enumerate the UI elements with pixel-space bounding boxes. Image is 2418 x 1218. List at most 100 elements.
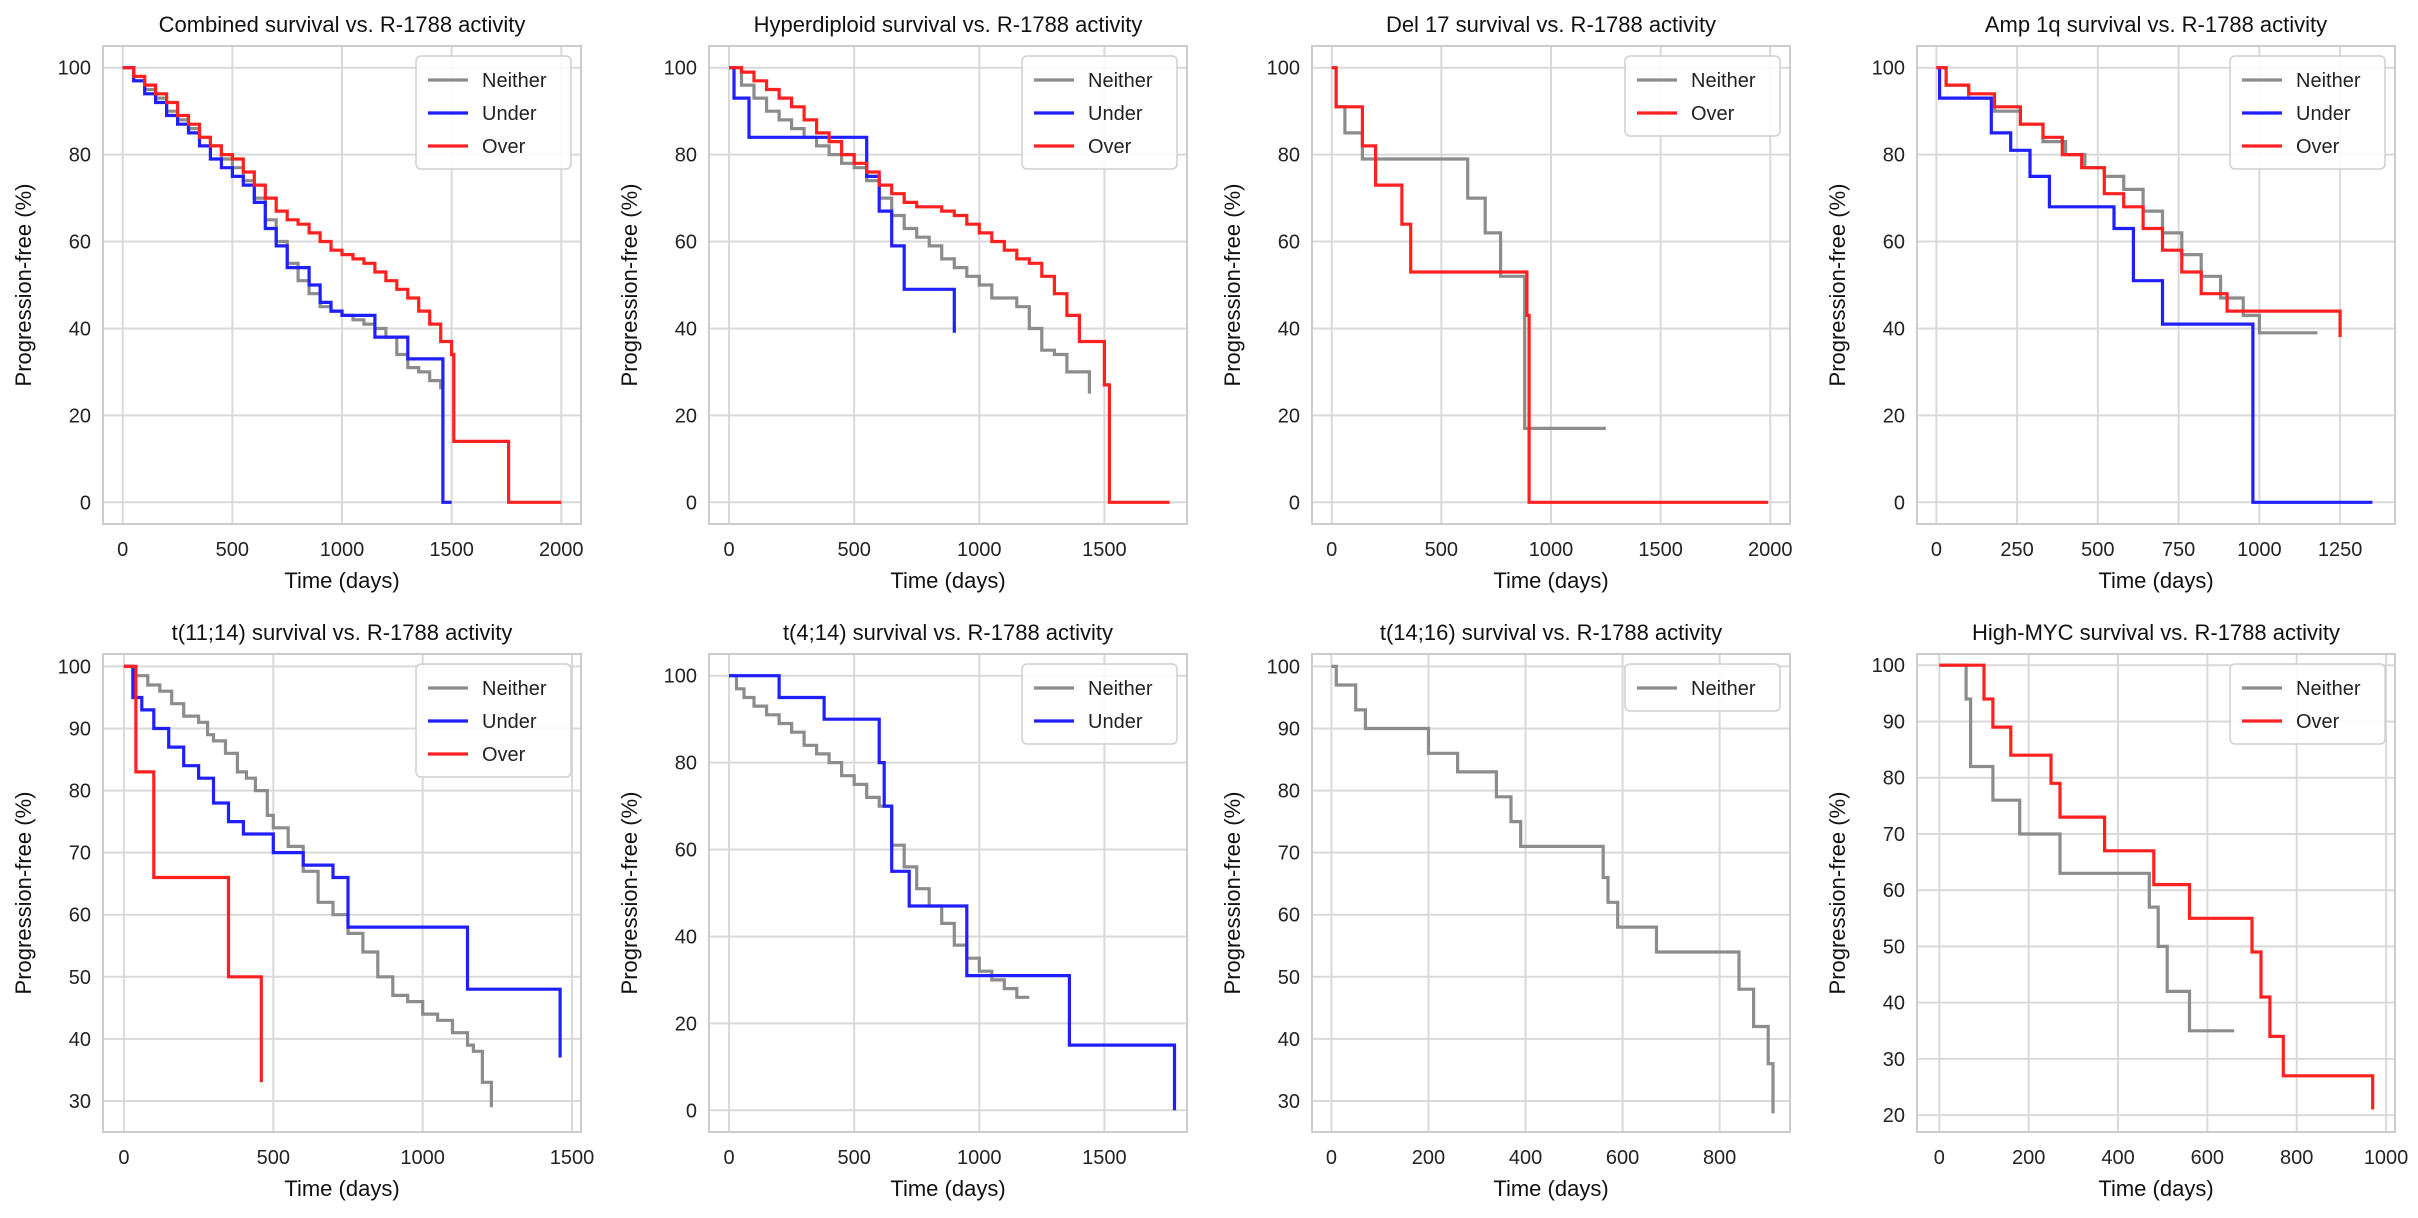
legend-label: Over [482, 136, 526, 158]
legend-label: Over [2296, 711, 2340, 733]
y-tick-label: 100 [58, 656, 91, 678]
x-tick-label: 2000 [1748, 539, 1793, 561]
y-tick-label: 0 [686, 492, 697, 514]
chart-title: t(14;16) survival vs. R-1788 activity [1380, 620, 1722, 645]
x-tick-label: 0 [1931, 539, 1942, 561]
x-tick-label: 200 [2012, 1147, 2045, 1169]
x-tick-label: 0 [723, 1147, 734, 1169]
y-tick-label: 100 [58, 58, 91, 80]
series-line-neither [729, 66, 1091, 394]
y-tick-label: 40 [69, 1029, 91, 1051]
plot-frame [1311, 45, 1791, 525]
x-tick-label: 500 [216, 539, 249, 561]
x-tick-label: 1500 [429, 539, 474, 561]
x-tick-label: 1000 [957, 1147, 1002, 1169]
y-tick-label: 60 [1883, 880, 1905, 902]
x-tick-label: 1000 [2237, 539, 2282, 561]
series-line-under [1936, 66, 2373, 504]
y-tick-label: 60 [1278, 232, 1300, 254]
x-tick-label: 250 [2000, 539, 2033, 561]
y-tick-label: 80 [1278, 781, 1300, 803]
y-tick-label: 20 [675, 1013, 697, 1035]
legend-label: Neither [2296, 70, 2361, 92]
chart-panel-4: 0 250 500 750 1000 1250 0 20 40 60 80 100 Amp 1q sur… [1825, 12, 2396, 593]
legend-box [1624, 55, 1781, 137]
y-tick-label: 70 [69, 843, 91, 865]
y-tick-label: 90 [1883, 711, 1905, 733]
x-tick-label: 1000 [400, 1147, 445, 1169]
y-tick-label: 40 [675, 926, 697, 948]
y-tick-label: 20 [675, 405, 697, 427]
chart-title: Combined survival vs. R-1788 activity [159, 12, 526, 37]
x-tick-label: 800 [2280, 1147, 2313, 1169]
y-tick-label: 30 [69, 1091, 91, 1113]
series-line-over [122, 66, 562, 504]
y-tick-label: 0 [80, 492, 91, 514]
chart-panel-5: 0 500 1000 1500 30 40 50 60 70 80 90 100 t(11;14) su… [11, 620, 594, 1201]
legend: Neither [1624, 663, 1781, 712]
x-axis-label: Time (days) [890, 1176, 1005, 1201]
chart-title: High-MYC survival vs. R-1788 activity [1972, 620, 2340, 645]
x-tick-label: 2000 [539, 539, 584, 561]
legend: Neither Under Over [1021, 55, 1178, 170]
y-tick-label: 40 [1278, 1029, 1300, 1051]
y-tick-label: 40 [1883, 318, 1905, 340]
y-tick-label: 30 [1883, 1049, 1905, 1071]
y-tick-label: 60 [1883, 232, 1905, 254]
y-tick-label: 50 [1278, 967, 1300, 989]
legend-label: Over [2296, 136, 2340, 158]
x-axis-label: Time (days) [890, 568, 1005, 593]
y-tick-label: 40 [675, 318, 697, 340]
x-tick-label: 0 [117, 539, 128, 561]
legend-label: Over [1691, 103, 1735, 125]
y-tick-label: 30 [1278, 1091, 1300, 1113]
y-tick-label: 90 [69, 718, 91, 740]
series-line-neither [1331, 664, 1775, 1114]
y-tick-label: 80 [1278, 145, 1300, 167]
x-tick-label: 0 [1326, 1147, 1337, 1169]
x-tick-label: 1000 [320, 539, 365, 561]
x-tick-label: 600 [1606, 1147, 1639, 1169]
y-tick-label: 80 [69, 145, 91, 167]
legend-label: Neither [2296, 678, 2361, 700]
legend-box [415, 55, 572, 170]
legend: Neither Over [2229, 663, 2386, 745]
x-axis-label: Time (days) [284, 1176, 399, 1201]
plot-frame [102, 653, 582, 1133]
y-tick-label: 20 [69, 405, 91, 427]
x-tick-label: 0 [118, 1147, 129, 1169]
y-tick-label: 100 [664, 58, 697, 80]
series-line-under [729, 674, 1177, 1111]
y-tick-label: 80 [1883, 145, 1905, 167]
x-tick-label: 0 [723, 539, 734, 561]
x-tick-label: 1500 [1082, 539, 1127, 561]
legend: Neither Under Over [2229, 55, 2386, 170]
x-axis-label: Time (days) [2098, 568, 2213, 593]
y-tick-label: 60 [69, 905, 91, 927]
y-tick-label: 50 [1883, 936, 1905, 958]
y-tick-label: 0 [1289, 492, 1300, 514]
legend-label: Under [482, 711, 537, 733]
y-tick-label: 0 [686, 1100, 697, 1122]
x-axis-label: Time (days) [1493, 1176, 1608, 1201]
series-line-under [729, 66, 956, 333]
chart-panel-7: 0 200 400 600 800 30 40 50 60 70 80 90 100 t(14;16) s… [1220, 620, 1791, 1201]
y-tick-label: 80 [675, 753, 697, 775]
legend-label: Over [1088, 136, 1132, 158]
y-axis-label: Progression-free (%) [11, 792, 36, 995]
x-tick-label: 1000 [2364, 1147, 2409, 1169]
legend-label: Neither [1088, 678, 1153, 700]
chart-panel-1: 0 500 1000 1500 2000 0 20 40 60 80 100 Combined sur… [11, 12, 584, 593]
y-tick-label: 20 [1883, 1105, 1905, 1127]
legend-label: Under [2296, 103, 2351, 125]
plot-frame [1916, 45, 2396, 525]
series-line-neither [1939, 663, 2235, 1033]
y-axis-label: Progression-free (%) [1825, 184, 1850, 387]
y-tick-label: 100 [1267, 58, 1300, 80]
chart-panel-6: 0 500 1000 1500 0 20 40 60 80 100 t(4;14) survival… [617, 620, 1188, 1201]
x-axis-label: Time (days) [284, 568, 399, 593]
x-axis-label: Time (days) [2098, 1176, 2213, 1201]
chart-panel-2: 0 500 1000 1500 0 20 40 60 80 100 Hyperdiploid sur… [617, 12, 1188, 593]
plot-frame [102, 45, 582, 525]
